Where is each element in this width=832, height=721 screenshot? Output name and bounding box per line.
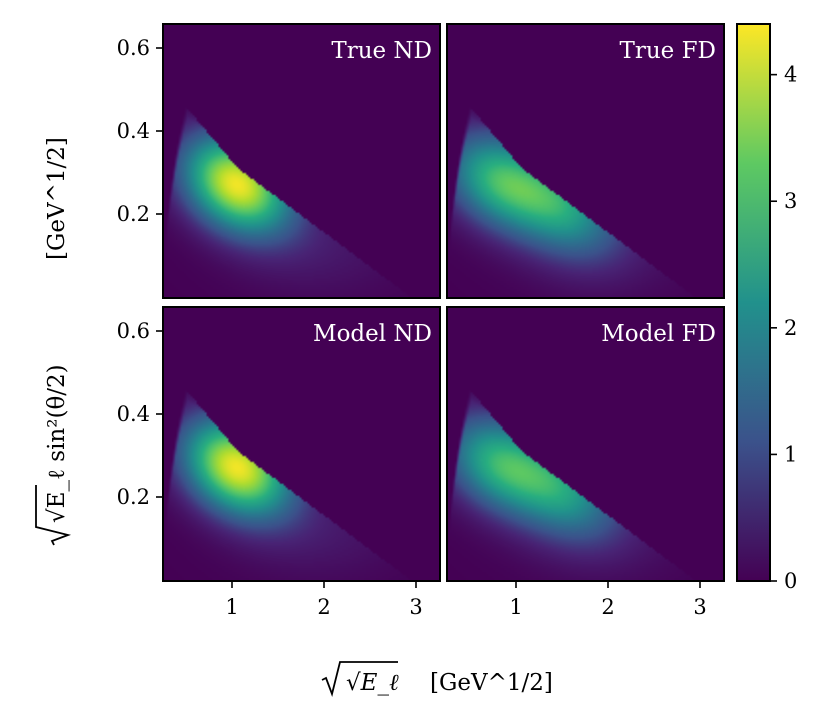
colorbar: 0 1 2 3 4 [736,23,797,593]
panel-model-nd-border [162,306,441,582]
y-tick-label: 0.4 [117,119,150,143]
heatmap-model-nd: Model ND [162,306,441,582]
y-axis-top: 0.6 0.4 0.2 [117,36,163,226]
y-axis-label-unit: [GeV^1/2] [44,137,70,260]
y-axis-title: √E_ℓ sin²(θ/2) [GeV^1/2] [35,137,72,546]
y-tick-label: 0.6 [117,319,150,343]
x-axis-label-main: √E_ℓ [346,670,399,696]
x-axis-title: √E_ℓ [GeV^1/2] [321,661,553,698]
panel-true-fd-title: True FD [620,38,716,64]
y-tick-label: 0.4 [117,402,150,426]
panel-true-fd-image [447,24,724,298]
panel-model-fd-image [447,307,724,581]
x-tick-label: 2 [317,595,330,619]
y-axis-label-main: √E_ℓ sin²(θ/2) [44,364,70,523]
x-sqrt-sign [321,661,398,698]
x-tick-label: 3 [409,595,422,619]
heatmap-true-fd: True FD [446,23,725,299]
panel-model-fd-title: Model FD [601,321,716,347]
x-tick-label: 2 [601,595,614,619]
panel-true-nd-border [162,23,441,299]
colorbar-tick-label: 1 [784,442,797,466]
y-tick-label: 0.2 [117,485,150,509]
x-axis-right: 1 2 3 [509,581,707,619]
colorbar-ticks: 0 1 2 3 4 [770,63,797,593]
panel-model-nd-image [163,307,440,581]
x-axis-label-unit: [GeV^1/2] [430,670,553,696]
y-sqrt-sign [35,485,72,546]
panel-model-fd-border [446,306,725,582]
x-axis-left: 1 2 3 [225,581,423,619]
y-tick-label: 0.2 [117,202,150,226]
panel-model-nd-title: Model ND [313,321,432,347]
heatmap-true-nd: True ND [162,23,441,299]
y-tick-label: 0.6 [117,36,150,60]
colorbar-tick-label: 0 [784,569,797,593]
colorbar-tick-label: 3 [784,189,797,213]
panel-true-nd-image [163,24,440,298]
panel-true-nd-title: True ND [331,38,432,64]
y-axis-bottom: 0.6 0.4 0.2 [117,319,163,509]
x-tick-label: 3 [693,595,706,619]
colorbar-tick-label: 2 [784,316,797,340]
x-tick-label: 1 [509,595,522,619]
x-tick-label: 1 [225,595,238,619]
colorbar-tick-label: 4 [784,63,797,87]
panel-true-fd-border [446,23,725,299]
colorbar-gradient [736,23,771,582]
heatmap-model-fd: Model FD [446,306,725,582]
